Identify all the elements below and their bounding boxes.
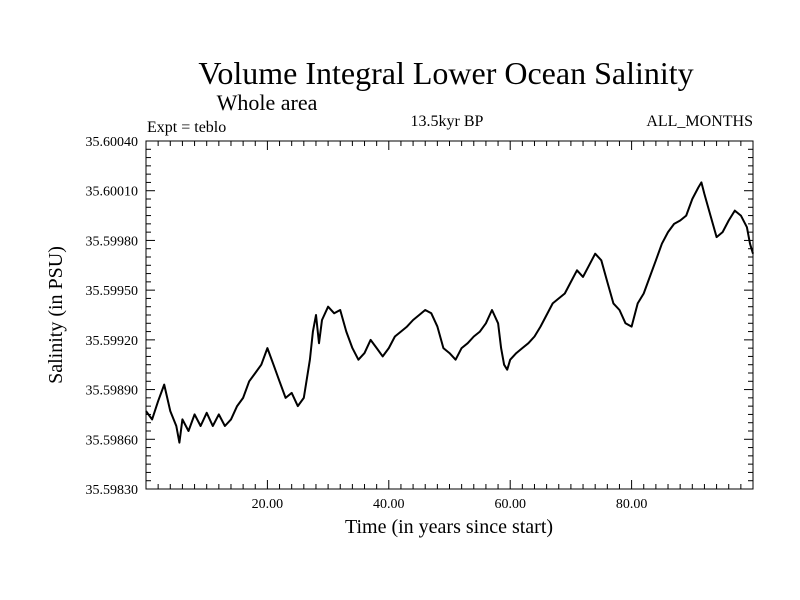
y-tick-label: 35.59890 [86, 384, 139, 399]
months-label: ALL_MONTHS [646, 113, 753, 130]
salinity-series-line [145, 181, 754, 444]
y-tick-label: 35.60010 [86, 185, 139, 200]
x-tick-label: 40.00 [373, 497, 405, 512]
experiment-label: Expt = teblo [147, 119, 226, 136]
y-tick-label: 35.59980 [86, 234, 139, 249]
x-tick-label: 80.00 [616, 497, 648, 512]
plot-frame [145, 140, 754, 490]
x-tick-label: 60.00 [494, 497, 526, 512]
y-tick-label: 35.60040 [86, 135, 139, 150]
x-tick-label: 20.00 [252, 497, 284, 512]
chart-subtitle: Whole area [217, 90, 318, 115]
y-tick-label: 35.59950 [86, 284, 139, 299]
y-axis-ticks: 35.59830 35.59860 35.59890 35.59920 35.59950… [86, 135, 753, 498]
chart-title: Volume Integral Lower Ocean Salinity [198, 55, 693, 91]
period-label: 13.5kyr BP [411, 113, 484, 130]
y-tick-label: 35.59830 [86, 483, 139, 498]
x-axis-label: Time (in years since start) [345, 516, 553, 538]
y-tick-label: 35.59920 [86, 334, 139, 349]
y-axis-label: Salinity (in PSU) [45, 246, 67, 384]
x-axis-ticks: 20.00 40.00 60.00 80.00 [157, 141, 742, 512]
y-tick-label: 35.59860 [86, 433, 139, 448]
